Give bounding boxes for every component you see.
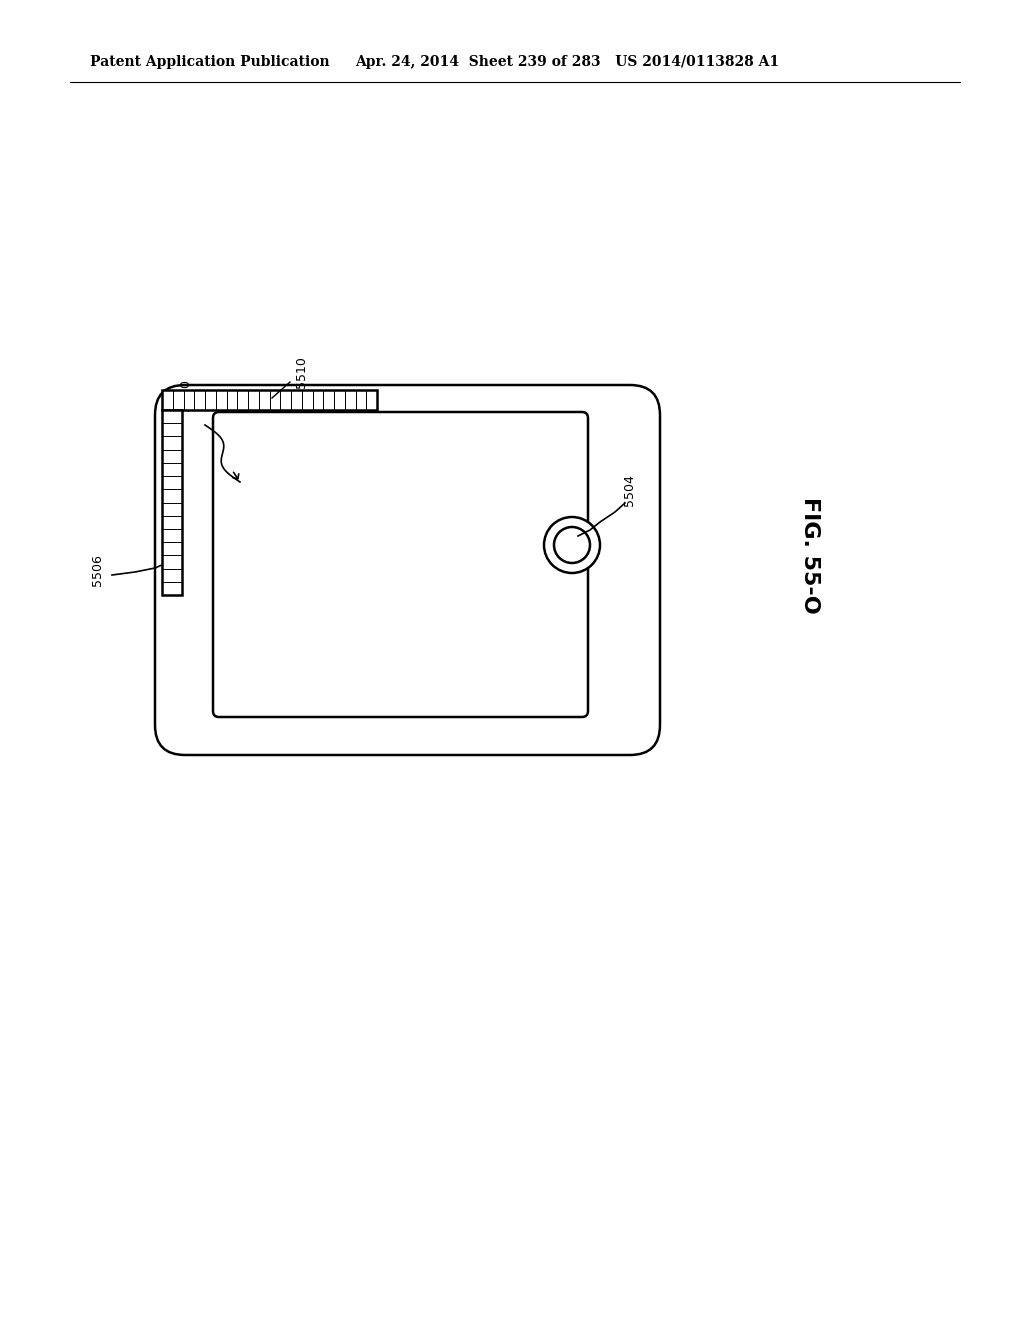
Text: 5506: 5506	[90, 554, 103, 586]
Text: 5500: 5500	[178, 379, 191, 411]
Circle shape	[554, 527, 590, 564]
Bar	[162, 411, 182, 595]
FancyBboxPatch shape	[155, 385, 660, 755]
Text: 5510: 5510	[296, 356, 308, 388]
Text: Apr. 24, 2014  Sheet 239 of 283   US 2014/0113828 A1: Apr. 24, 2014 Sheet 239 of 283 US 2014/0…	[355, 55, 779, 69]
Text: FIG. 55-O: FIG. 55-O	[800, 496, 820, 614]
Circle shape	[544, 517, 600, 573]
Bar	[162, 389, 377, 411]
FancyBboxPatch shape	[213, 412, 588, 717]
Text: 5504: 5504	[624, 474, 637, 506]
Text: Patent Application Publication: Patent Application Publication	[90, 55, 330, 69]
